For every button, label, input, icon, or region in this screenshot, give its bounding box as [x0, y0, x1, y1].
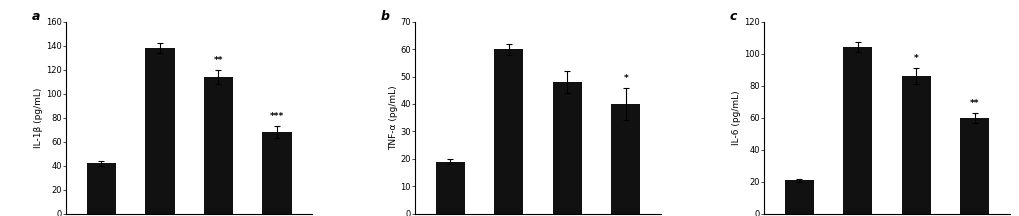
Y-axis label: TNF-α (pg/mL): TNF-α (pg/mL) [388, 85, 397, 150]
Bar [493, 49, 523, 214]
Y-axis label: IL-1β (pg/mL): IL-1β (pg/mL) [35, 87, 44, 148]
Bar [610, 104, 640, 214]
Text: *: * [623, 74, 628, 83]
Bar [784, 180, 813, 214]
Bar [87, 163, 116, 214]
Text: b: b [380, 10, 389, 23]
Bar [262, 132, 291, 214]
Bar [959, 118, 988, 214]
Y-axis label: IL-6 (pg/mL): IL-6 (pg/mL) [732, 91, 741, 145]
Text: ***: *** [269, 112, 283, 121]
Text: **: ** [969, 99, 978, 108]
Bar [901, 76, 930, 214]
Bar [843, 47, 871, 214]
Bar [552, 82, 582, 214]
Bar [145, 48, 174, 214]
Bar [435, 162, 465, 214]
Text: a: a [32, 10, 40, 23]
Text: **: ** [213, 56, 223, 65]
Text: c: c [729, 10, 737, 23]
Bar [204, 77, 232, 214]
Text: *: * [913, 54, 918, 63]
